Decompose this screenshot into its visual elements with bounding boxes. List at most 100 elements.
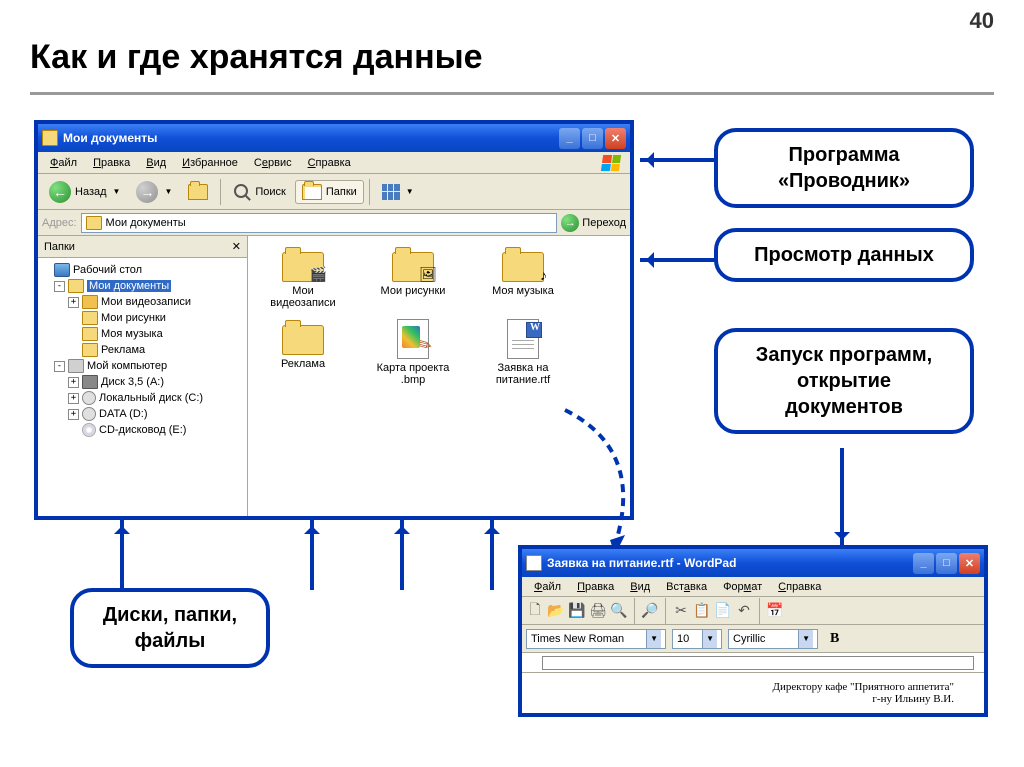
preview-icon[interactable]: 🔍 (610, 602, 628, 619)
callout-view: Просмотр данных (714, 228, 974, 282)
slide-number: 40 (970, 8, 994, 34)
toolbar-separator (665, 598, 666, 624)
paste-icon[interactable]: 📄 (714, 602, 732, 619)
callout-disks: Диски, папки, файлы (70, 588, 270, 668)
folder-icon (82, 295, 98, 309)
size-combo[interactable]: 10▼ (672, 629, 722, 649)
minimize-button[interactable]: _ (913, 553, 934, 574)
copy-icon[interactable]: 📋 (693, 602, 711, 619)
item-pictures[interactable]: 🖼Мои рисунки (368, 246, 458, 309)
bmp-file-icon (397, 319, 429, 359)
wordpad-format-toolbar: Times New Roman▼ 10▼ Cyrillic▼ B (522, 625, 984, 653)
wordpad-toolbar: 🗋 📂 💾 🖨 🔍 🔎 ✂ 📋 📄 ↶ 📅 (522, 597, 984, 625)
slide-title: Как и где хранятся данные (30, 38, 483, 77)
folder-icon (82, 327, 98, 341)
find-icon[interactable]: 🔎 (641, 602, 659, 619)
item-ads[interactable]: Реклама (258, 319, 348, 386)
callout-explorer: Программа «Проводник» (714, 128, 974, 208)
folder-icon (282, 325, 324, 355)
collapse-icon[interactable]: - (54, 361, 65, 372)
bold-button[interactable]: B (824, 631, 845, 647)
save-icon[interactable]: 💾 (568, 602, 586, 619)
wordpad-icon (526, 555, 542, 571)
date-icon[interactable]: 📅 (766, 602, 784, 619)
tree-videos[interactable]: +Мои видеозаписи (40, 294, 245, 310)
tree-diskd[interactable]: +DATA (D:) (40, 406, 245, 422)
collapse-icon[interactable]: - (54, 281, 65, 292)
arrow-up-3 (490, 520, 494, 590)
item-music[interactable]: ♪Моя музыка (478, 246, 568, 309)
expand-icon[interactable]: + (68, 297, 79, 308)
menu-insert[interactable]: Вставка (658, 579, 715, 595)
tree-floppy[interactable]: +Диск 3,5 (A:) (40, 374, 245, 390)
menu-file[interactable]: Файл (526, 579, 569, 595)
tree-diskc[interactable]: +Локальный диск (C:) (40, 390, 245, 406)
tree-cdrom[interactable]: CD-дисковод (E:) (40, 422, 245, 438)
minimize-button[interactable]: _ (559, 128, 580, 149)
menu-tools[interactable]: Сервис (246, 155, 300, 171)
address-input[interactable]: Мои документы (81, 213, 558, 233)
folder-icon: ♪ (502, 252, 544, 282)
expand-icon[interactable]: + (68, 393, 79, 404)
folders-label: Папки (326, 186, 357, 198)
back-arrow-icon: ← (49, 181, 71, 203)
menu-view[interactable]: Вид (138, 155, 174, 171)
arrow-up-1 (310, 520, 314, 590)
menu-help[interactable]: Справка (300, 155, 359, 171)
maximize-button[interactable]: □ (936, 553, 957, 574)
window-title: Мои документы (63, 131, 559, 145)
menu-favorites[interactable]: Избранное (174, 155, 246, 171)
print-icon[interactable]: 🖨 (589, 602, 607, 619)
wordpad-ruler[interactable] (522, 653, 984, 673)
folders-icon (302, 184, 322, 200)
item-bmp[interactable]: Карта проекта .bmp (368, 319, 458, 386)
menu-edit[interactable]: Правка (569, 579, 622, 595)
menu-help[interactable]: Справка (770, 579, 829, 595)
font-combo[interactable]: Times New Roman▼ (526, 629, 666, 649)
up-button[interactable] (181, 180, 215, 204)
tree-ads[interactable]: Реклама (40, 342, 245, 358)
folder-tree[interactable]: Рабочий стол -Мои документы +Мои видеоза… (38, 258, 247, 516)
address-label: Адрес: (42, 217, 77, 229)
open-icon[interactable]: 📂 (547, 602, 565, 619)
tree-music[interactable]: Моя музыка (40, 326, 245, 342)
wordpad-titlebar[interactable]: Заявка на питание.rtf - WordPad _ □ ✕ (522, 549, 984, 577)
undo-icon[interactable]: ↶ (735, 602, 753, 619)
wordpad-document[interactable]: Директору кафе "Приятного аппетита" г-ну… (522, 673, 984, 713)
search-button[interactable]: Поиск (226, 179, 292, 205)
tree-mydocs[interactable]: -Мои документы (40, 278, 245, 294)
chevron-down-icon: ▼ (702, 630, 717, 648)
new-icon[interactable]: 🗋 (526, 599, 544, 623)
views-button[interactable]: ▼ (375, 180, 421, 204)
forward-button[interactable]: →▼ (129, 177, 179, 207)
menu-edit[interactable]: Правка (85, 155, 138, 171)
close-button[interactable]: ✕ (959, 553, 980, 574)
menu-format[interactable]: Формат (715, 579, 770, 595)
menu-file[interactable]: Файл (42, 155, 85, 171)
folder-pane-title: Папки (44, 241, 75, 253)
expand-icon[interactable]: + (68, 377, 79, 388)
desktop-icon (54, 263, 70, 277)
folders-button[interactable]: Папки (295, 180, 364, 204)
item-videos[interactable]: 🎬Мои видеозаписи (258, 246, 348, 309)
maximize-button[interactable]: □ (582, 128, 603, 149)
close-pane-button[interactable]: ✕ (232, 240, 241, 253)
chevron-down-icon: ▼ (164, 187, 172, 196)
item-rtf[interactable]: Заявка на питание.rtf (478, 319, 568, 386)
chevron-down-icon: ▼ (798, 630, 813, 648)
script-combo[interactable]: Cyrillic▼ (728, 629, 818, 649)
window-buttons: _ □ ✕ (559, 128, 626, 149)
tree-desktop[interactable]: Рабочий стол (40, 262, 245, 278)
address-bar: Адрес: Мои документы →Переход (38, 210, 630, 236)
computer-icon (68, 359, 84, 373)
go-button[interactable]: →Переход (561, 214, 626, 232)
tree-pictures[interactable]: Мои рисунки (40, 310, 245, 326)
close-button[interactable]: ✕ (605, 128, 626, 149)
expand-icon[interactable]: + (68, 409, 79, 420)
back-button[interactable]: ←Назад▼ (42, 177, 127, 207)
tree-mycomputer[interactable]: -Мой компьютер (40, 358, 245, 374)
menu-view[interactable]: Вид (622, 579, 658, 595)
explorer-titlebar[interactable]: Мои документы _ □ ✕ (38, 124, 630, 152)
back-label: Назад (75, 186, 107, 198)
cut-icon[interactable]: ✂ (672, 602, 690, 619)
